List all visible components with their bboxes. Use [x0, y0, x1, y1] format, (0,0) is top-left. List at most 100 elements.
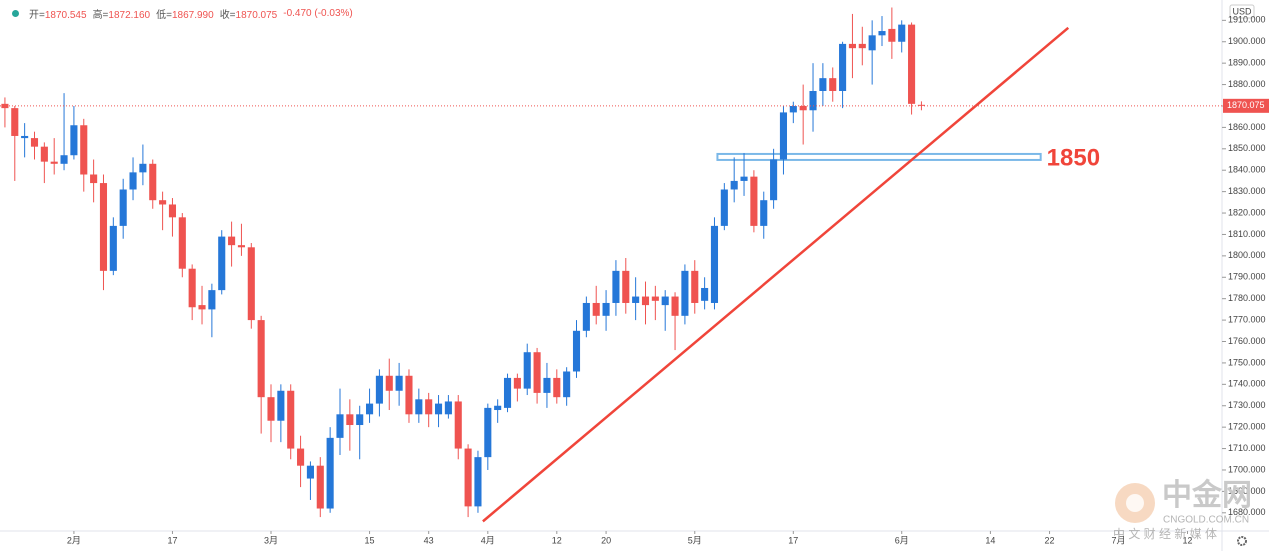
candle-body [701, 287, 709, 301]
candle-body [484, 407, 492, 458]
zone [716, 152, 1042, 161]
candle-body [730, 180, 738, 190]
x-tick-label: 22 [1045, 535, 1055, 545]
y-tick-label: 1840.000 [1228, 165, 1266, 175]
candle-body [789, 105, 797, 113]
watermark-site: CNGOLD.COM.CN [1163, 515, 1249, 526]
candle-body [316, 465, 324, 509]
x-tick-label: 14 [985, 535, 995, 545]
candle-body [119, 189, 127, 226]
candle-body [878, 31, 886, 36]
y-tick-label: 1900.000 [1228, 36, 1266, 46]
watermark-logo-inner [1126, 494, 1144, 512]
candle-body [888, 28, 896, 42]
x-tick-label: 12 [552, 535, 562, 545]
x-tick-label: 15 [365, 535, 375, 545]
candle-body [622, 270, 630, 303]
candle-body [21, 135, 29, 139]
ohlc-label: 开= [29, 10, 45, 21]
candle-body [779, 112, 788, 160]
candle-body [641, 296, 650, 306]
x-tick-label: 3月 [264, 535, 278, 545]
x-tick-label: 4月 [481, 535, 495, 545]
candle-body [848, 43, 856, 49]
candle-body [710, 225, 719, 303]
ohlc-label: 高= [92, 10, 109, 21]
x-tick-label: 6月 [895, 535, 909, 545]
candle-body [415, 399, 423, 415]
candle-body [917, 104, 925, 106]
candle-body [651, 296, 659, 301]
zone-label: 1850 [1047, 144, 1100, 171]
candle-body [306, 465, 314, 479]
candle-body [464, 448, 472, 507]
candle-body [60, 155, 68, 164]
candle-body [553, 377, 561, 398]
candle-body [366, 403, 374, 415]
last-price-label: 1870.075 [1227, 100, 1265, 110]
candle-body [90, 174, 98, 184]
candle-body [139, 163, 147, 173]
y-tick-label: 1770.000 [1228, 314, 1266, 324]
candle-body [425, 399, 433, 415]
candle-body [149, 163, 157, 201]
x-tick-label: 7月 [1112, 535, 1126, 545]
candle-body [681, 270, 689, 316]
ohlc-item: 收=1870.075 [220, 6, 278, 21]
ohlc-change: -0.470 (-0.03%) [283, 8, 353, 19]
candle-body [247, 247, 255, 321]
candle-body [454, 401, 462, 449]
candle-body [523, 352, 531, 389]
y-tick-label: 1800.000 [1228, 250, 1266, 260]
watermark-slogan: 中 文 财 经 新 媒 体 [1113, 526, 1217, 541]
ohlc-item: 开=1870.545 [29, 6, 87, 21]
candle-body [375, 375, 383, 404]
y-tick-label: 1790.000 [1228, 272, 1266, 282]
candle-body [178, 217, 186, 269]
ohlc-value: 1870.075 [235, 10, 278, 21]
candle-body [346, 414, 354, 426]
candle-body [50, 161, 58, 164]
y-tick-label: 1780.000 [1228, 293, 1266, 303]
candle-body [770, 159, 778, 201]
ohlc-header: 开=1870.545 高=1872.160 低=1867.990 收=1870.075… [12, 6, 353, 21]
x-tick-label: 43 [424, 535, 434, 545]
candle-body [572, 330, 581, 372]
candle-body [494, 405, 502, 411]
candle-body [444, 401, 452, 415]
ohlc-item: 低=1867.990 [156, 6, 214, 21]
y-tick-label: 1740.000 [1228, 379, 1266, 389]
candle-body [434, 403, 443, 415]
y-tick-label: 1720.000 [1228, 422, 1266, 432]
candle-body [533, 352, 541, 393]
candle-body [326, 437, 334, 509]
candle-body [297, 448, 305, 466]
candle-body [592, 302, 600, 316]
candle-body [385, 375, 393, 391]
candle-body [336, 414, 344, 438]
y-tick-label: 1910.000 [1228, 15, 1266, 25]
y-tick-label: 1810.000 [1228, 229, 1266, 239]
y-tick-label: 1820.000 [1228, 207, 1266, 217]
candle-body [582, 302, 590, 331]
candle-body [405, 375, 413, 415]
candle-body [602, 302, 610, 316]
candle-body [908, 24, 916, 104]
y-tick-label: 1850.000 [1228, 143, 1266, 153]
candle-body [70, 125, 78, 156]
x-tick-label: 12 [1183, 535, 1193, 545]
x-tick-label: 17 [167, 535, 177, 545]
candle-body [474, 457, 482, 507]
candle-body [129, 172, 137, 190]
candle-body [257, 320, 265, 398]
candle-body [760, 200, 768, 226]
candle-body [809, 90, 817, 111]
candle-body [543, 377, 551, 393]
x-tick-label: 17 [788, 535, 798, 545]
last-price-box [1223, 98, 1269, 113]
candle-body [671, 296, 679, 316]
candle-body [237, 245, 245, 248]
candle-body [356, 414, 364, 426]
